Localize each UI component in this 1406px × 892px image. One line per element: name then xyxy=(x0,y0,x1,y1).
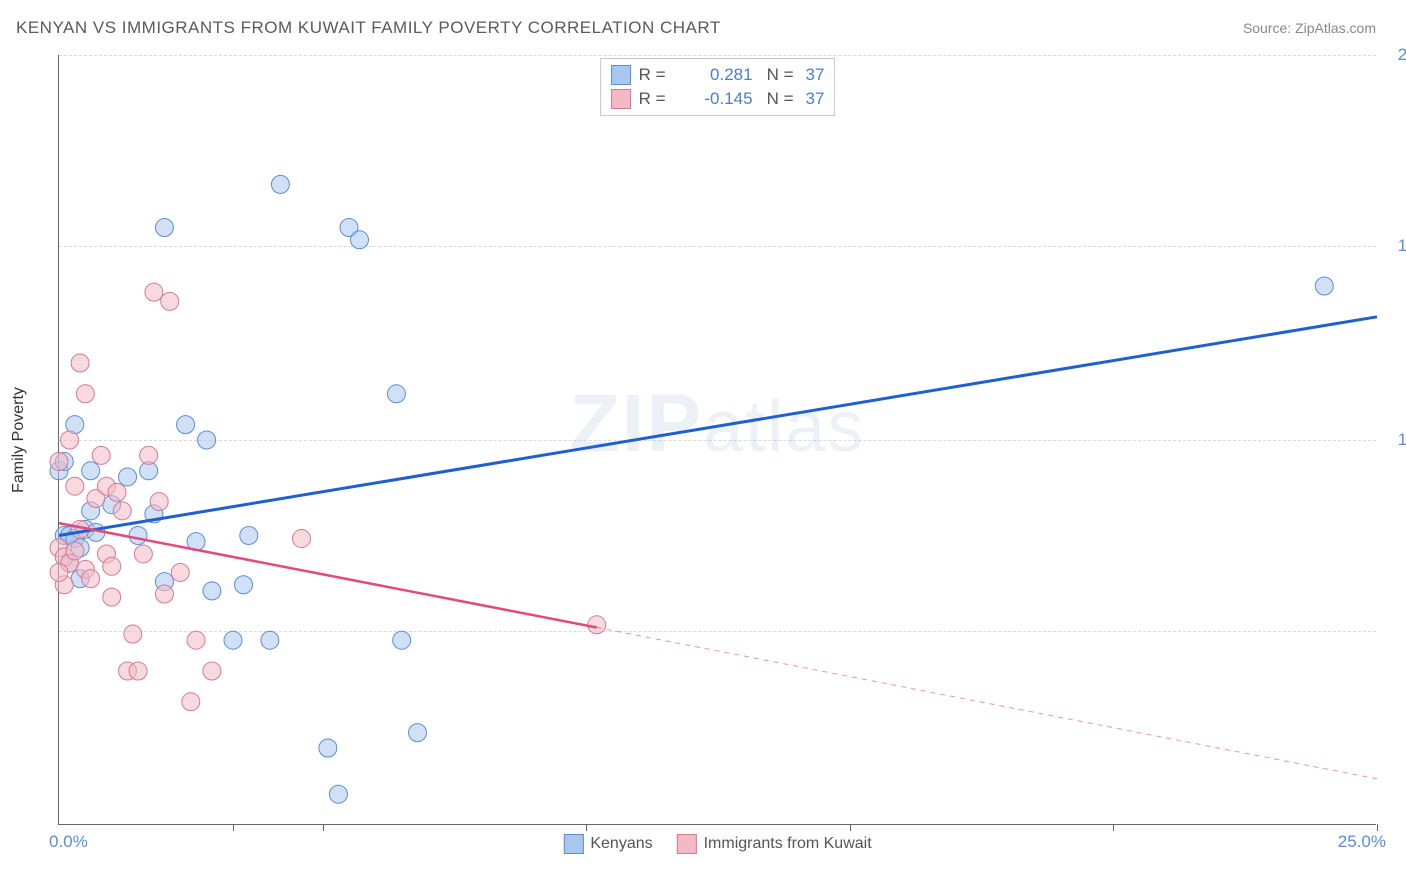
n-value: 37 xyxy=(806,89,825,109)
x-tick xyxy=(1113,824,1114,831)
swatch-kuwait xyxy=(677,834,697,854)
y-tick-label: 25.0% xyxy=(1386,45,1406,65)
legend-label: Immigrants from Kuwait xyxy=(704,835,872,853)
scatter-point-kuwait xyxy=(76,385,94,403)
scatter-point-kenyans xyxy=(351,231,369,249)
scatter-point-kuwait xyxy=(82,570,100,588)
scatter-point-kenyans xyxy=(82,462,100,480)
y-tick-label: 6.3% xyxy=(1386,621,1406,641)
correlation-legend: R = 0.281 N = 37 R = -0.145 N = 37 xyxy=(600,58,836,116)
scatter-point-kuwait xyxy=(71,354,89,372)
n-label: N = xyxy=(767,89,794,109)
swatch-kenyans xyxy=(611,65,631,85)
x-axis-max-label: 25.0% xyxy=(1338,832,1386,852)
r-label: R = xyxy=(639,89,675,109)
scatter-point-kuwait xyxy=(140,446,158,464)
legend-item-kuwait: Immigrants from Kuwait xyxy=(677,834,872,854)
source-attribution: Source: ZipAtlas.com xyxy=(1243,20,1376,36)
legend-row-kenyans: R = 0.281 N = 37 xyxy=(611,63,825,87)
n-label: N = xyxy=(767,65,794,85)
scatter-point-kenyans xyxy=(119,468,137,486)
scatter-point-kenyans xyxy=(319,739,337,757)
scatter-point-kuwait xyxy=(187,631,205,649)
trendline-kuwait-dashed xyxy=(597,627,1377,778)
scatter-point-kenyans xyxy=(387,385,405,403)
x-tick xyxy=(1377,824,1378,831)
swatch-kenyans xyxy=(563,834,583,854)
scatter-point-kuwait xyxy=(161,292,179,310)
legend-label: Kenyans xyxy=(590,835,652,853)
scatter-point-kenyans xyxy=(1315,277,1333,295)
scatter-point-kuwait xyxy=(293,530,311,548)
scatter-point-kenyans xyxy=(329,785,347,803)
chart-svg-overlay xyxy=(59,55,1376,824)
scatter-point-kuwait xyxy=(103,588,121,606)
scatter-point-kenyans xyxy=(177,416,195,434)
swatch-kuwait xyxy=(611,89,631,109)
scatter-point-kuwait xyxy=(124,625,142,643)
scatter-point-kuwait xyxy=(50,453,68,471)
r-value: -0.145 xyxy=(683,89,753,109)
scatter-point-kenyans xyxy=(155,218,173,236)
scatter-plot-area: Family Poverty 6.3%12.5%18.8%25.0% 0.0% … xyxy=(58,55,1376,825)
scatter-point-kenyans xyxy=(240,526,258,544)
trendline-kenyans xyxy=(59,317,1377,536)
x-tick xyxy=(323,824,324,831)
y-axis-title: Family Poverty xyxy=(10,387,28,493)
scatter-point-kenyans xyxy=(224,631,242,649)
scatter-point-kenyans xyxy=(235,576,253,594)
x-tick xyxy=(233,824,234,831)
scatter-point-kenyans xyxy=(393,631,411,649)
scatter-point-kenyans xyxy=(203,582,221,600)
chart-title: KENYAN VS IMMIGRANTS FROM KUWAIT FAMILY … xyxy=(16,18,721,38)
y-tick-label: 18.8% xyxy=(1386,236,1406,256)
series-legend: Kenyans Immigrants from Kuwait xyxy=(563,834,871,854)
scatter-point-kuwait xyxy=(66,542,84,560)
scatter-point-kuwait xyxy=(150,493,168,511)
scatter-point-kuwait xyxy=(103,557,121,575)
scatter-point-kuwait xyxy=(129,662,147,680)
r-label: R = xyxy=(639,65,675,85)
scatter-point-kuwait xyxy=(134,545,152,563)
scatter-point-kuwait xyxy=(171,563,189,581)
scatter-point-kuwait xyxy=(108,483,126,501)
scatter-point-kuwait xyxy=(588,616,606,634)
scatter-point-kuwait xyxy=(182,693,200,711)
trendline-kuwait xyxy=(59,523,597,627)
scatter-point-kenyans xyxy=(261,631,279,649)
scatter-point-kuwait xyxy=(50,563,68,581)
x-axis-min-label: 0.0% xyxy=(49,832,88,852)
legend-row-kuwait: R = -0.145 N = 37 xyxy=(611,87,825,111)
scatter-point-kuwait xyxy=(61,431,79,449)
scatter-point-kuwait xyxy=(155,585,173,603)
scatter-point-kuwait xyxy=(66,477,84,495)
scatter-point-kenyans xyxy=(129,526,147,544)
y-tick-label: 12.5% xyxy=(1386,430,1406,450)
scatter-point-kuwait xyxy=(113,502,131,520)
r-value: 0.281 xyxy=(683,65,753,85)
scatter-point-kenyans xyxy=(198,431,216,449)
x-tick xyxy=(850,824,851,831)
scatter-point-kenyans xyxy=(408,724,426,742)
scatter-point-kuwait xyxy=(145,283,163,301)
n-value: 37 xyxy=(806,65,825,85)
x-tick xyxy=(586,824,587,831)
scatter-point-kenyans xyxy=(271,175,289,193)
scatter-point-kuwait xyxy=(92,446,110,464)
scatter-point-kuwait xyxy=(203,662,221,680)
legend-item-kenyans: Kenyans xyxy=(563,834,652,854)
